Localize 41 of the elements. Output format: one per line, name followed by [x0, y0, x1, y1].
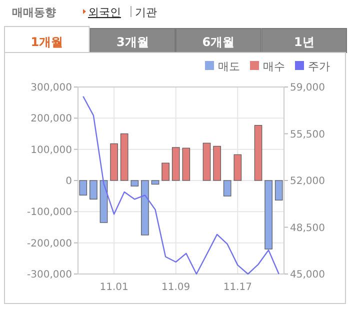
x-tick-label: 11.17: [223, 282, 252, 293]
x-tick-label: 11.09: [162, 282, 190, 293]
bar: [130, 180, 139, 186]
y2-tick-label: 52,000: [290, 176, 325, 187]
bar: [264, 180, 272, 250]
bar: [120, 133, 128, 181]
y-tick-label: 0: [66, 176, 72, 187]
y2-tick-label: 48,500: [290, 222, 325, 234]
y2-tick-label: 55,500: [290, 129, 325, 140]
y-tick-label: -200,000: [27, 238, 72, 250]
bar: [162, 162, 170, 181]
y-tick-label: 200,000: [30, 114, 72, 125]
bar: [223, 180, 232, 196]
tabs: 1개월 3개월 6개월 1년: [4, 26, 347, 54]
bar: [274, 180, 283, 200]
y-tick-label: 100,000: [30, 144, 72, 156]
y-tick-label: -300,000: [27, 270, 72, 280]
bar: [234, 154, 242, 181]
bar: [172, 147, 180, 181]
x-tick-label: 11.01: [100, 282, 128, 293]
line-series: [82, 96, 280, 275]
chart-title: 매매동향: [12, 6, 56, 19]
legend-label: 매도: [218, 60, 240, 73]
bar: [254, 125, 262, 181]
text: 외국인: [88, 6, 121, 19]
bar: [110, 143, 118, 181]
legend-label: 주가: [308, 60, 330, 73]
y2-tick-label: 45,000: [290, 270, 325, 280]
bar: [79, 180, 88, 196]
bar: [151, 180, 160, 185]
y2-tick-label: 59,000: [290, 82, 325, 94]
bar: [202, 142, 211, 181]
legend-label: 매수: [263, 60, 285, 73]
bar: [141, 180, 149, 236]
text: 기관: [135, 6, 157, 19]
bar: [90, 180, 98, 200]
bar: [100, 180, 108, 223]
y-tick-label: -100,000: [27, 207, 72, 218]
y-tick-label: 300,000: [30, 82, 72, 94]
bar: [213, 146, 221, 181]
bar: [182, 148, 190, 181]
